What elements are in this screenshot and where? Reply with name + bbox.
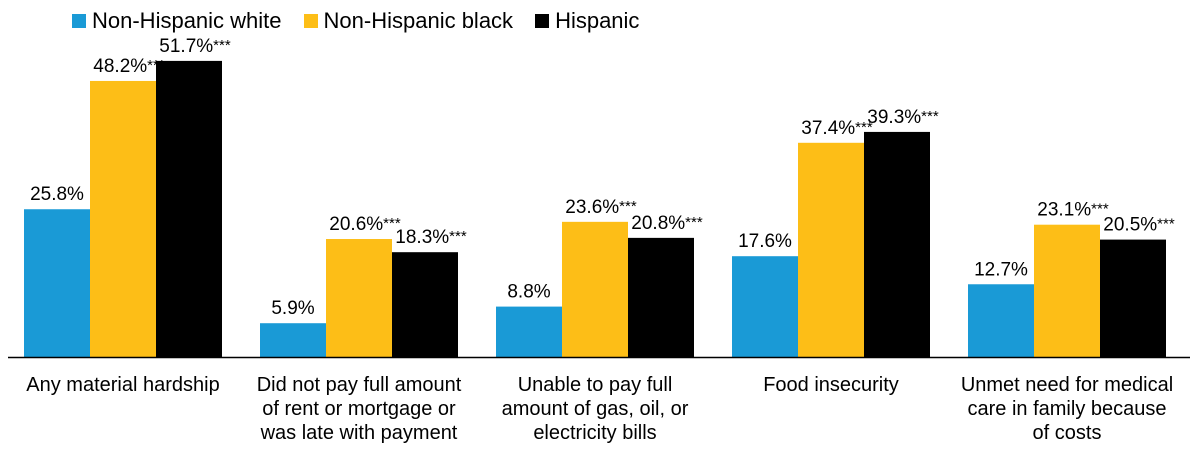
category-label: Did not pay full amount of rent or mortga… (241, 373, 477, 445)
category-label: Unable to pay full amount of gas, oil, or… (477, 373, 713, 445)
data-label: 17.6% (738, 231, 792, 252)
legend-label: Non-Hispanic white (92, 8, 282, 33)
legend-swatch (303, 14, 318, 28)
data-label-value: 20.5% (1103, 215, 1157, 236)
legend-item: Hispanic (535, 8, 639, 34)
category-label-line: Unmet need for medical (960, 374, 1174, 396)
data-label-value: 20.8% (631, 213, 685, 234)
category-label-line: was late with payment (260, 422, 458, 444)
bar (24, 209, 90, 357)
legend-item: Non-Hispanic black (303, 8, 514, 34)
bar (628, 237, 694, 357)
data-label-value: 39.3% (867, 107, 921, 128)
data-label: 48.2%*** (93, 56, 165, 77)
data-label: 12.7% (974, 259, 1028, 280)
significance-marker: *** (1091, 201, 1109, 218)
significance-marker: *** (449, 228, 467, 245)
bar (798, 142, 864, 357)
bar (90, 80, 156, 357)
data-label-value: 18.3% (395, 227, 449, 248)
significance-marker: *** (383, 215, 401, 232)
data-label: 25.8% (30, 184, 84, 205)
data-label-value: 17.6% (738, 231, 792, 252)
category-label: Any material hardship (5, 373, 241, 397)
data-label-value: 23.1% (1037, 200, 1091, 221)
data-label-value: 37.4% (801, 118, 855, 139)
category-label-line: Food insecurity (763, 374, 899, 396)
bar (496, 306, 562, 357)
category-label-line: Unable to pay full (517, 374, 673, 396)
bar (326, 239, 392, 357)
category-label-line: of costs (1032, 422, 1102, 444)
data-label: 39.3%*** (867, 107, 939, 128)
significance-marker: *** (685, 214, 703, 231)
bar (864, 131, 930, 357)
data-label-value: 51.7% (159, 36, 213, 57)
data-label: 23.1%*** (1037, 200, 1109, 221)
category-label-line: Any material hardship (26, 374, 220, 396)
data-label: 5.9% (271, 298, 314, 319)
significance-marker: *** (855, 119, 873, 136)
data-label: 8.8% (507, 282, 550, 303)
significance-marker: *** (213, 37, 231, 54)
bar (562, 221, 628, 357)
category-label-line: of rent or mortgage or (262, 398, 456, 420)
bar (1034, 224, 1100, 357)
data-label: 18.3%*** (395, 227, 467, 248)
bar (1100, 239, 1166, 357)
data-label-value: 12.7% (974, 259, 1028, 280)
category-label-line: Did not pay full amount (256, 374, 462, 396)
bar (732, 256, 798, 357)
significance-marker: *** (619, 198, 637, 215)
legend-swatch (72, 14, 86, 28)
significance-marker: *** (921, 108, 939, 125)
category-label-line: care in family because (967, 398, 1167, 420)
bar (968, 284, 1034, 357)
category-label-line: amount of gas, oil, or (501, 398, 689, 420)
category-label-line: electricity bills (533, 422, 657, 444)
bar (260, 323, 326, 357)
category-label: Food insecurity (713, 373, 949, 397)
data-label-value: 8.8% (507, 282, 550, 303)
data-label: 23.6%*** (565, 197, 637, 218)
data-label: 20.6%*** (329, 214, 401, 235)
significance-marker: *** (1157, 216, 1175, 233)
data-label-value: 25.8% (30, 184, 84, 205)
category-label: Unmet need for medical care in family bec… (949, 373, 1185, 445)
data-label: 20.5%*** (1103, 215, 1175, 236)
data-label: 37.4%*** (801, 118, 873, 139)
legend-swatch (535, 14, 550, 28)
bar (156, 60, 222, 358)
data-label: 51.7%*** (159, 36, 231, 57)
legend-item: Non-Hispanic white (72, 8, 282, 34)
bar (392, 252, 458, 357)
data-label: 20.8%*** (631, 213, 703, 234)
data-label-value: 20.6% (329, 214, 383, 235)
data-label-value: 5.9% (271, 298, 314, 319)
chart-legend: Non-Hispanic white Non-Hispanic black Hisp… (72, 6, 661, 36)
data-label-value: 23.6% (565, 197, 619, 218)
legend-label: Hispanic (555, 8, 640, 33)
legend-label: Non-Hispanic black (323, 8, 514, 33)
data-label-value: 48.2% (93, 56, 147, 77)
